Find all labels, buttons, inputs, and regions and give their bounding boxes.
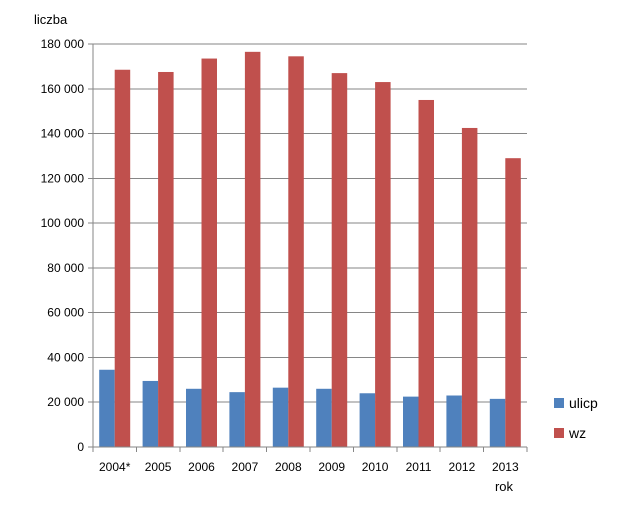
bar-wz <box>331 73 348 447</box>
bar-ulicp <box>489 398 506 447</box>
bar-ulicp <box>403 396 419 447</box>
y-tick-label: 20 000 <box>47 395 84 409</box>
x-tick-label: 2005 <box>145 460 172 474</box>
x-axis-title: rok <box>495 479 514 494</box>
legend-swatch-wz <box>554 428 564 438</box>
legend-label-wz: wz <box>568 425 586 441</box>
x-tick-label: 2007 <box>232 460 259 474</box>
legend-swatch-ulicp <box>554 398 564 408</box>
y-axis-ticks: 0 20 000 40 000 60 000 80 000 100 000 120 000 1… <box>41 37 93 454</box>
x-tick-label: 2012 <box>449 460 476 474</box>
bar-wz <box>114 69 131 447</box>
y-tick-label: 40 000 <box>47 350 84 364</box>
bar-ulicp <box>99 369 115 447</box>
bars <box>99 51 521 448</box>
y-axis-title: liczba <box>34 12 68 27</box>
y-tick-label: 60 000 <box>47 306 84 320</box>
bar-wz <box>288 56 304 447</box>
legend-label-ulicp: ulicp <box>569 395 598 411</box>
y-tick-label: 0 <box>77 440 84 454</box>
bar-wz <box>418 99 434 447</box>
y-tick-label: 80 000 <box>47 261 84 275</box>
y-tick-label: 160 000 <box>41 82 85 96</box>
y-tick-label: 100 000 <box>41 216 85 230</box>
bar-ulicp <box>316 388 332 447</box>
bar-ulicp <box>142 380 159 447</box>
bar-ulicp <box>359 393 376 447</box>
x-tick-label: 2013 <box>492 460 519 474</box>
x-axis-ticks: 2004* 2005 2006 2007 2008 2009 2010 2011 2012 201… <box>92 447 528 474</box>
bar-wz <box>158 71 174 447</box>
bar-wz <box>505 158 521 447</box>
y-tick-label: 180 000 <box>41 37 85 51</box>
bar-wz <box>201 58 217 448</box>
legend: ulicp wz <box>554 395 598 441</box>
x-tick-label: 2010 <box>362 460 389 474</box>
bar-ulicp <box>272 387 289 447</box>
y-tick-label: 140 000 <box>41 127 85 141</box>
bar-wz <box>375 82 391 448</box>
y-tick-label: 120 000 <box>41 171 85 185</box>
bar-wz <box>244 51 261 447</box>
x-tick-label: 2009 <box>318 460 345 474</box>
bar-ulicp <box>229 392 245 447</box>
x-tick-label: 2008 <box>275 460 302 474</box>
bar-ulicp <box>186 388 202 447</box>
bar-ulicp <box>446 395 462 447</box>
bar-wz <box>461 127 478 447</box>
x-tick-label: 2011 <box>406 460 432 474</box>
x-tick-label: 2006 <box>188 460 215 474</box>
x-tick-label: 2004* <box>99 460 131 474</box>
